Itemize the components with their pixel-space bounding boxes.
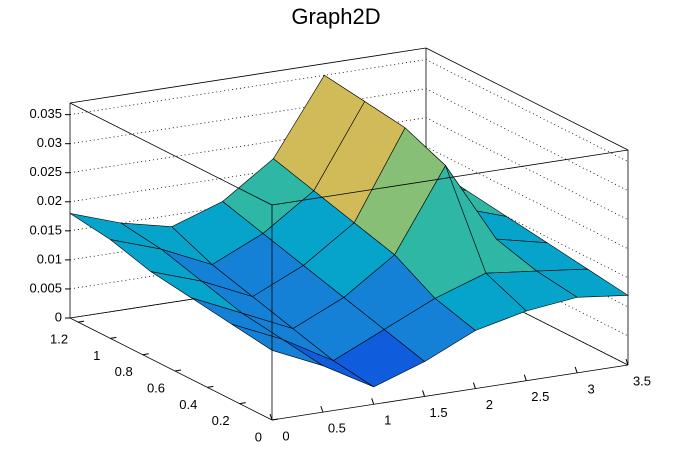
y-tick-label: 0.8 xyxy=(115,364,133,379)
x-tick xyxy=(269,413,273,421)
z-tick-label: 0.005 xyxy=(29,280,62,295)
y-tick-label: 0 xyxy=(255,429,262,444)
box-edge xyxy=(271,149,629,206)
z-tick-label: 0.01 xyxy=(37,251,62,266)
box-edge xyxy=(69,317,273,421)
x-tick xyxy=(625,358,629,366)
z-tick-label: 0.015 xyxy=(29,222,62,237)
y-tick-label: 1.2 xyxy=(50,332,68,347)
x-tick-label: 1.5 xyxy=(430,405,448,420)
x-tick-label: 2 xyxy=(486,397,493,412)
x-tick xyxy=(422,390,426,397)
x-tick xyxy=(523,374,527,381)
x-tick xyxy=(320,405,324,413)
x-tick-label: 0.5 xyxy=(328,421,346,436)
box-edge xyxy=(425,47,629,151)
x-tick-label: 2.5 xyxy=(531,389,549,404)
z-tick-label: 0.02 xyxy=(37,193,62,208)
x-tick-label: 1 xyxy=(384,413,391,428)
x-tick-label: 0 xyxy=(282,428,289,443)
x-tick-label: 3 xyxy=(588,381,595,396)
y-tick xyxy=(271,418,279,421)
z-tick-label: 0.025 xyxy=(29,164,62,179)
y-tick-label: 0.2 xyxy=(212,413,230,428)
z-tick-label: 0.035 xyxy=(29,106,62,121)
y-tick xyxy=(174,369,182,372)
y-tick xyxy=(77,320,85,323)
y-tick xyxy=(207,385,214,388)
chart-title: Graph2D xyxy=(291,4,380,29)
y-tick xyxy=(110,336,117,339)
x-tick xyxy=(574,366,578,374)
box-edge xyxy=(271,364,629,421)
x-tick xyxy=(472,382,476,389)
y-tick-label: 0.4 xyxy=(179,397,197,412)
y-tick xyxy=(239,402,246,405)
y-tick-label: 0.6 xyxy=(147,380,165,395)
x-tick-label: 3.5 xyxy=(633,373,651,388)
x-tick xyxy=(371,398,375,405)
y-tick-label: 1 xyxy=(93,348,100,363)
z-tick-label: 0.03 xyxy=(37,135,62,150)
surface-cell xyxy=(231,323,324,366)
box-edge xyxy=(69,102,273,206)
box-edge xyxy=(69,47,427,104)
z-tick-label: 0 xyxy=(55,309,62,324)
y-tick xyxy=(142,353,149,356)
